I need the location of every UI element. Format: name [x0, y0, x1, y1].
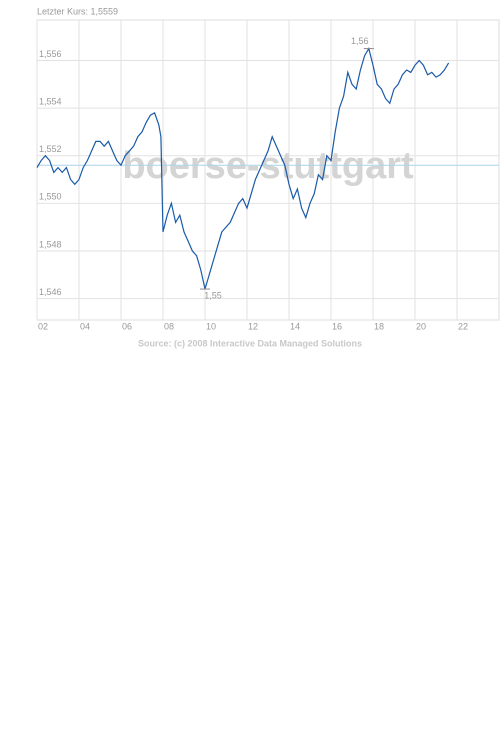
x-tick-label: 14 [290, 321, 300, 331]
y-tick-label: 1,556 [39, 49, 62, 59]
y-tick-label: 1,550 [39, 192, 62, 202]
y-tick-label: 1,554 [39, 96, 62, 106]
x-tick-label: 06 [122, 321, 132, 331]
x-tick-label: 02 [38, 321, 48, 331]
x-tick-label: 08 [164, 321, 174, 331]
chart-subtitle: Letzter Kurs: 1,5559 [37, 6, 118, 16]
price-line [36, 47, 450, 290]
x-tick-label: 20 [416, 321, 426, 331]
extreme-label: 1,55 [204, 290, 222, 300]
x-tick-label: 16 [332, 321, 342, 331]
y-tick-label: 1,548 [39, 239, 62, 249]
x-tick-label: 18 [374, 321, 384, 331]
y-tick-label: 1,546 [39, 287, 62, 297]
extreme-label: 1,56 [351, 36, 369, 46]
x-tick-label: 12 [248, 321, 258, 331]
source-note: Source: (c) 2008 Interactive Data Manage… [138, 338, 362, 348]
y-tick-label: 1,552 [39, 144, 62, 154]
x-tick-label: 22 [458, 321, 468, 331]
x-tick-label: 04 [80, 321, 90, 331]
x-tick-label: 10 [206, 321, 216, 331]
